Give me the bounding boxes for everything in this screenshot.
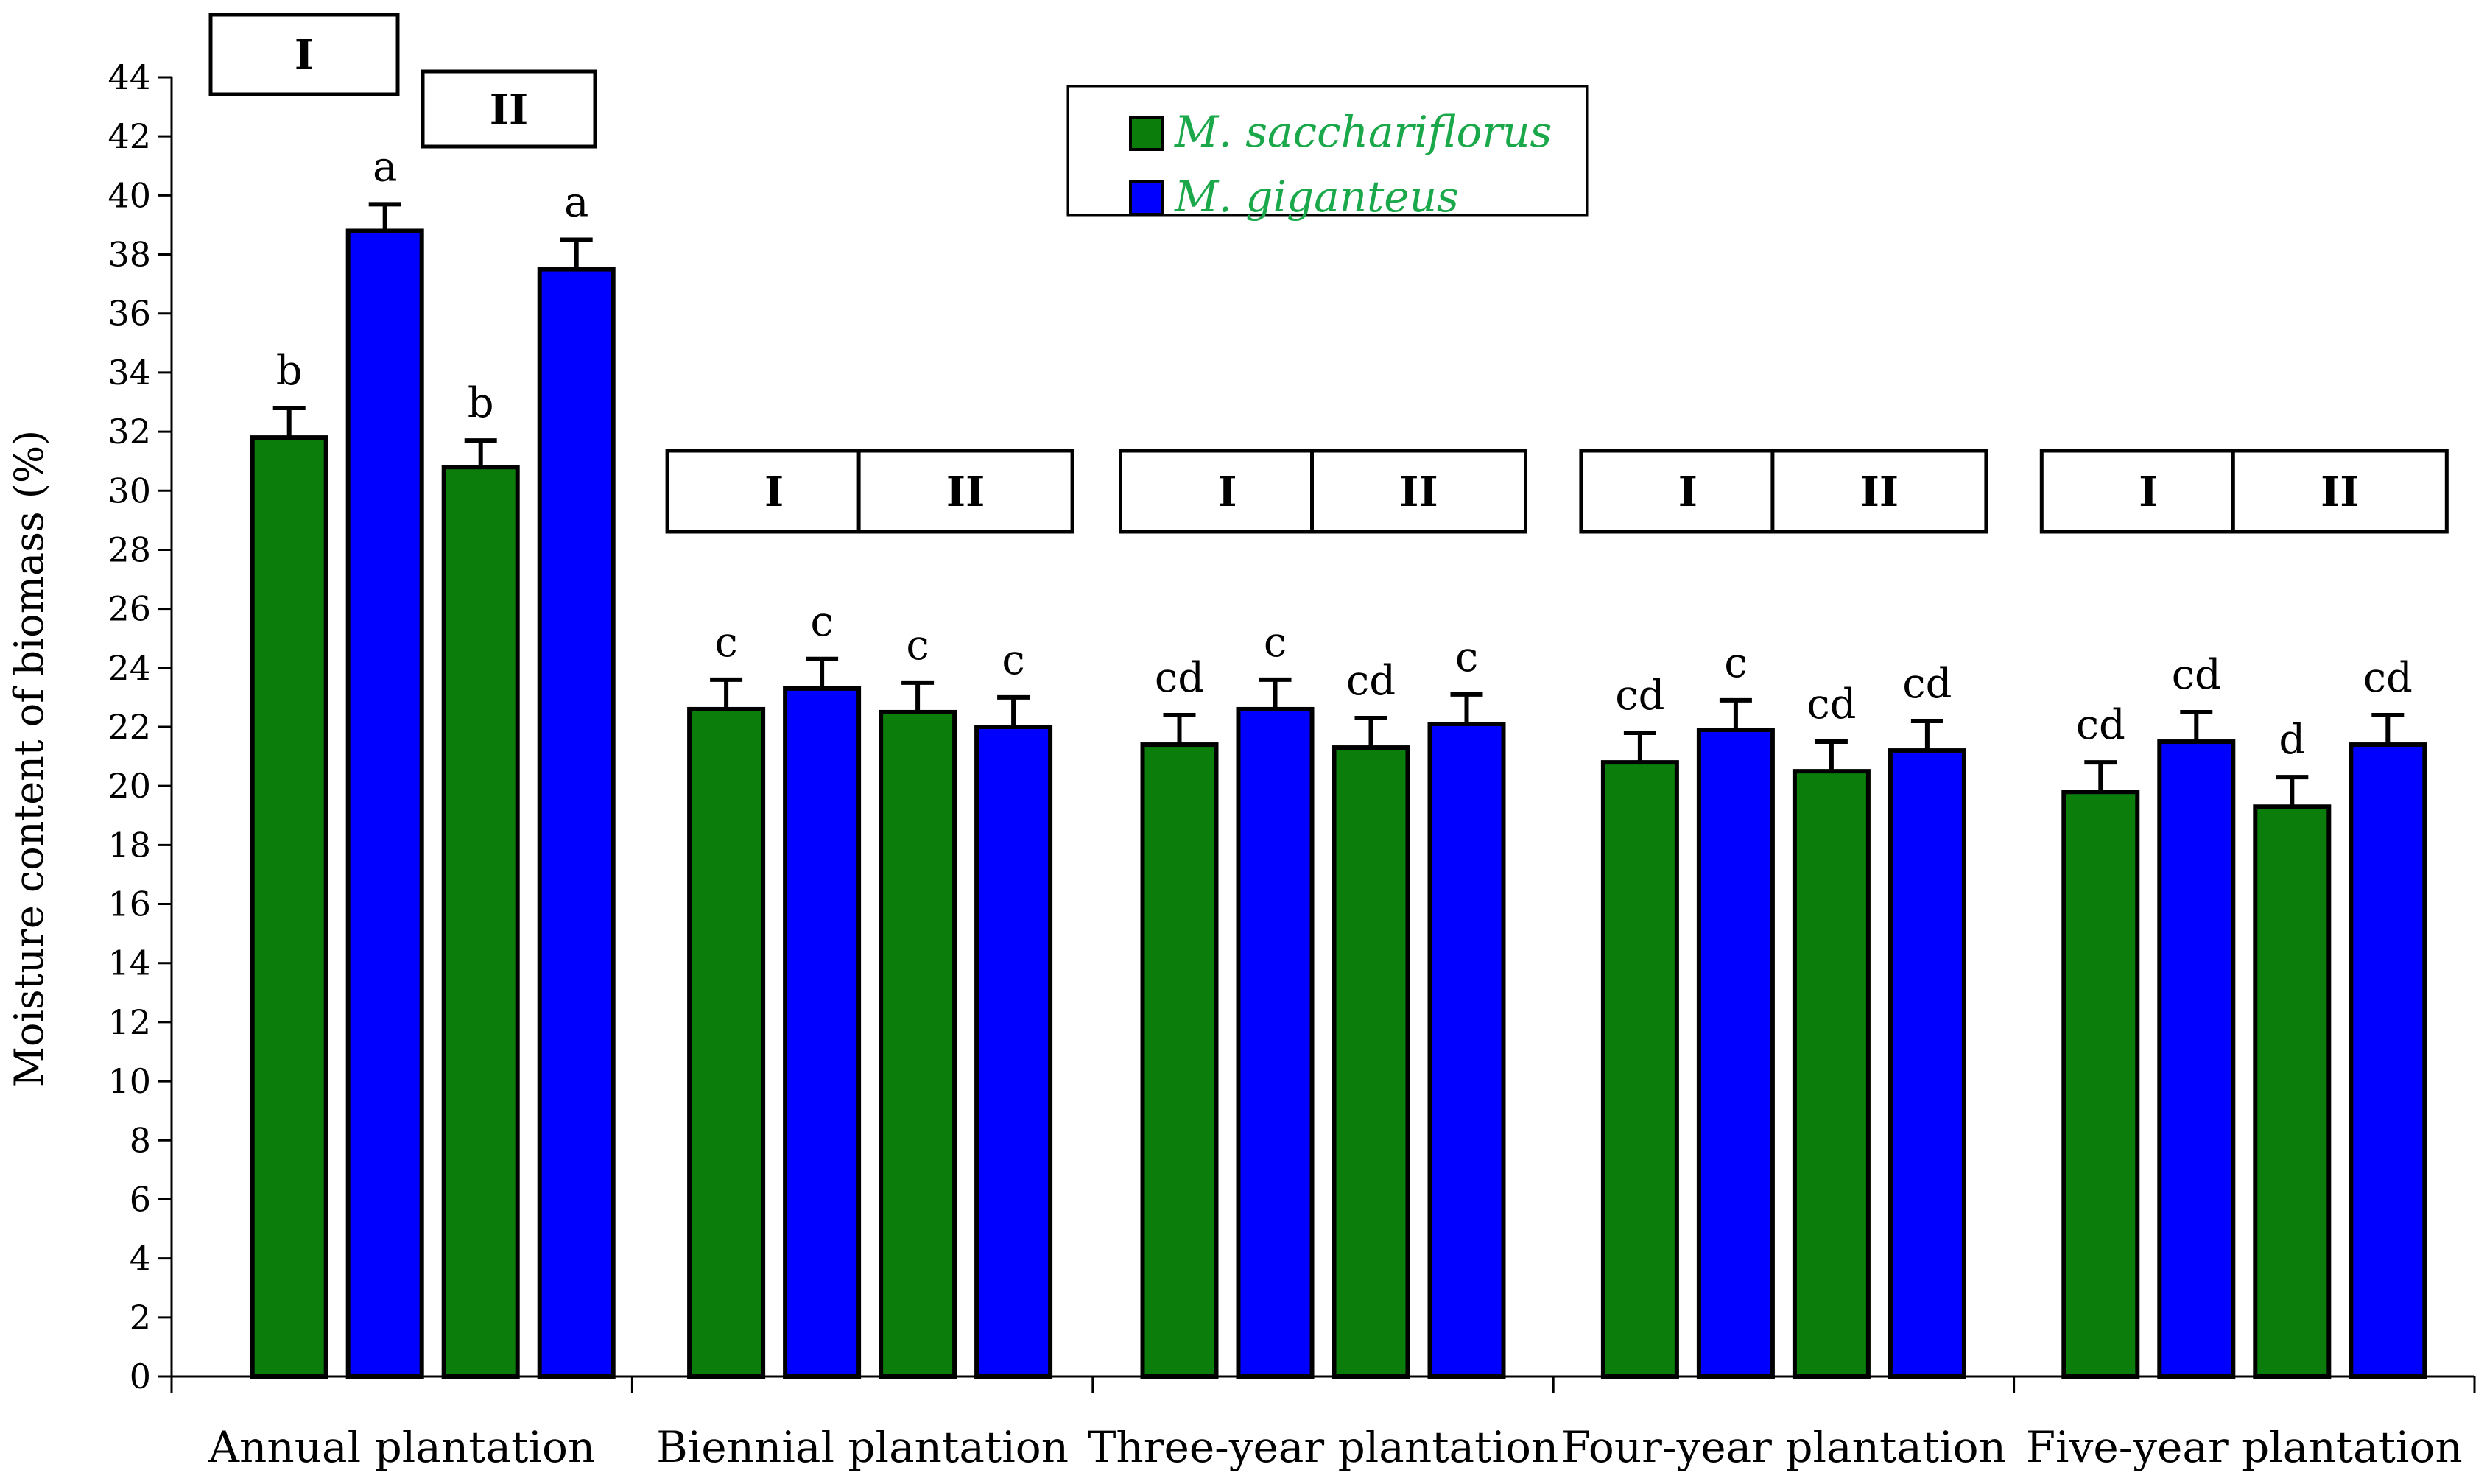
bar [1696, 728, 1775, 1379]
y-tick-label: 28 [108, 530, 151, 569]
bar [2157, 739, 2236, 1379]
significance-label: cd [1807, 681, 1856, 728]
legend-swatch [1129, 180, 1164, 216]
y-tick-label: 12 [108, 1002, 151, 1042]
y-tick-label: 22 [108, 707, 151, 747]
y-tick-label: 24 [108, 648, 151, 688]
significance-label: b [468, 379, 494, 427]
significance-label: cd [1155, 654, 1204, 702]
group-box-label: II [946, 468, 985, 516]
y-tick-label: 10 [108, 1061, 151, 1101]
significance-label: c [810, 598, 833, 646]
y-tick-label: 32 [108, 412, 151, 451]
y-tick-label: 8 [130, 1120, 151, 1160]
significance-label: cd [2363, 654, 2413, 702]
significance-label: c [1724, 639, 1747, 687]
significance-label: c [1455, 633, 1478, 681]
significance-label: d [2279, 716, 2305, 764]
bar [2349, 742, 2427, 1379]
legend-entry: M. sacchariflorus [1174, 107, 1552, 157]
significance-label: a [564, 179, 588, 227]
group-box [2231, 449, 2449, 534]
bar [2253, 804, 2332, 1379]
significance-label: cd [1346, 657, 1396, 705]
x-category-label: Four-year plantation [1561, 1422, 2006, 1472]
group-box-label: II [490, 85, 528, 134]
y-tick-label: 16 [108, 885, 151, 924]
significance-label: b [276, 347, 303, 395]
group-box [208, 13, 400, 96]
significance-label: c [714, 619, 737, 667]
significance-label: a [373, 143, 397, 191]
group-box [421, 69, 597, 149]
bar [1427, 721, 1506, 1379]
y-tick-label: 34 [108, 353, 151, 393]
legend: M. sacchariflorus M. giganteus [1066, 85, 1589, 222]
bar [879, 709, 957, 1379]
axes: 0246810121416182022242628303234363840424… [108, 57, 2476, 1472]
group-box [2039, 449, 2257, 534]
y-tick-label: 40 [108, 175, 151, 215]
y-tick-label: 18 [108, 825, 151, 865]
group-box [1310, 449, 1527, 534]
group-box [1119, 449, 1336, 534]
y-tick-label: 2 [130, 1298, 151, 1337]
y-tick-label: 38 [108, 235, 151, 275]
bar [687, 706, 766, 1379]
group-box-label: I [1217, 468, 1237, 516]
bar [1888, 748, 1966, 1379]
significance-label: c [1002, 636, 1024, 684]
bar [441, 465, 520, 1379]
y-axis-label: Moisture content of biomass (%) [6, 430, 52, 1087]
significance-label: c [906, 622, 929, 669]
x-category-label: Five-year plantation [2026, 1422, 2463, 1472]
y-tick-label: 0 [130, 1357, 151, 1396]
group-box-label: I [764, 468, 784, 516]
group-box [1770, 449, 1988, 534]
x-category-label: Three-year plantation [1088, 1422, 1558, 1472]
group-box-label: I [2139, 468, 2158, 516]
y-tick-label: 30 [108, 471, 151, 510]
legend-entry: M. giganteus [1174, 172, 1459, 222]
significance-label: cd [2076, 701, 2125, 749]
bar [2061, 790, 2140, 1379]
bar [345, 228, 424, 1379]
group-box [856, 449, 1074, 534]
group-box-label: I [295, 31, 314, 80]
group-box-label: II [1399, 468, 1438, 516]
bar [1236, 706, 1315, 1379]
bar [1792, 769, 1871, 1379]
y-tick-label: 20 [108, 766, 151, 806]
significance-label: cd [1615, 672, 1664, 720]
x-category-label: Biennial plantation [656, 1422, 1069, 1472]
group-box-label: I [1678, 468, 1698, 516]
bar [537, 267, 616, 1379]
significance-label: cd [1902, 660, 1952, 708]
y-tick-label: 42 [108, 116, 151, 156]
y-tick-label: 6 [130, 1179, 151, 1219]
bar [250, 435, 328, 1379]
significance-label: cd [2172, 651, 2221, 699]
bar [1600, 760, 1679, 1379]
y-tick-label: 4 [130, 1239, 151, 1279]
group-box-label: II [2321, 468, 2359, 516]
significance-label: c [1264, 619, 1287, 667]
y-tick-label: 36 [108, 294, 151, 334]
legend-swatch [1129, 116, 1164, 151]
bar [1332, 745, 1410, 1379]
x-category-label: Annual plantation [208, 1422, 595, 1472]
bar [783, 686, 862, 1379]
group-box-label: II [1860, 468, 1899, 516]
y-tick-label: 14 [108, 943, 151, 983]
y-tick-label: 44 [108, 57, 151, 97]
bar [1140, 742, 1219, 1379]
y-tick-label: 26 [108, 589, 151, 629]
bar [974, 725, 1053, 1379]
